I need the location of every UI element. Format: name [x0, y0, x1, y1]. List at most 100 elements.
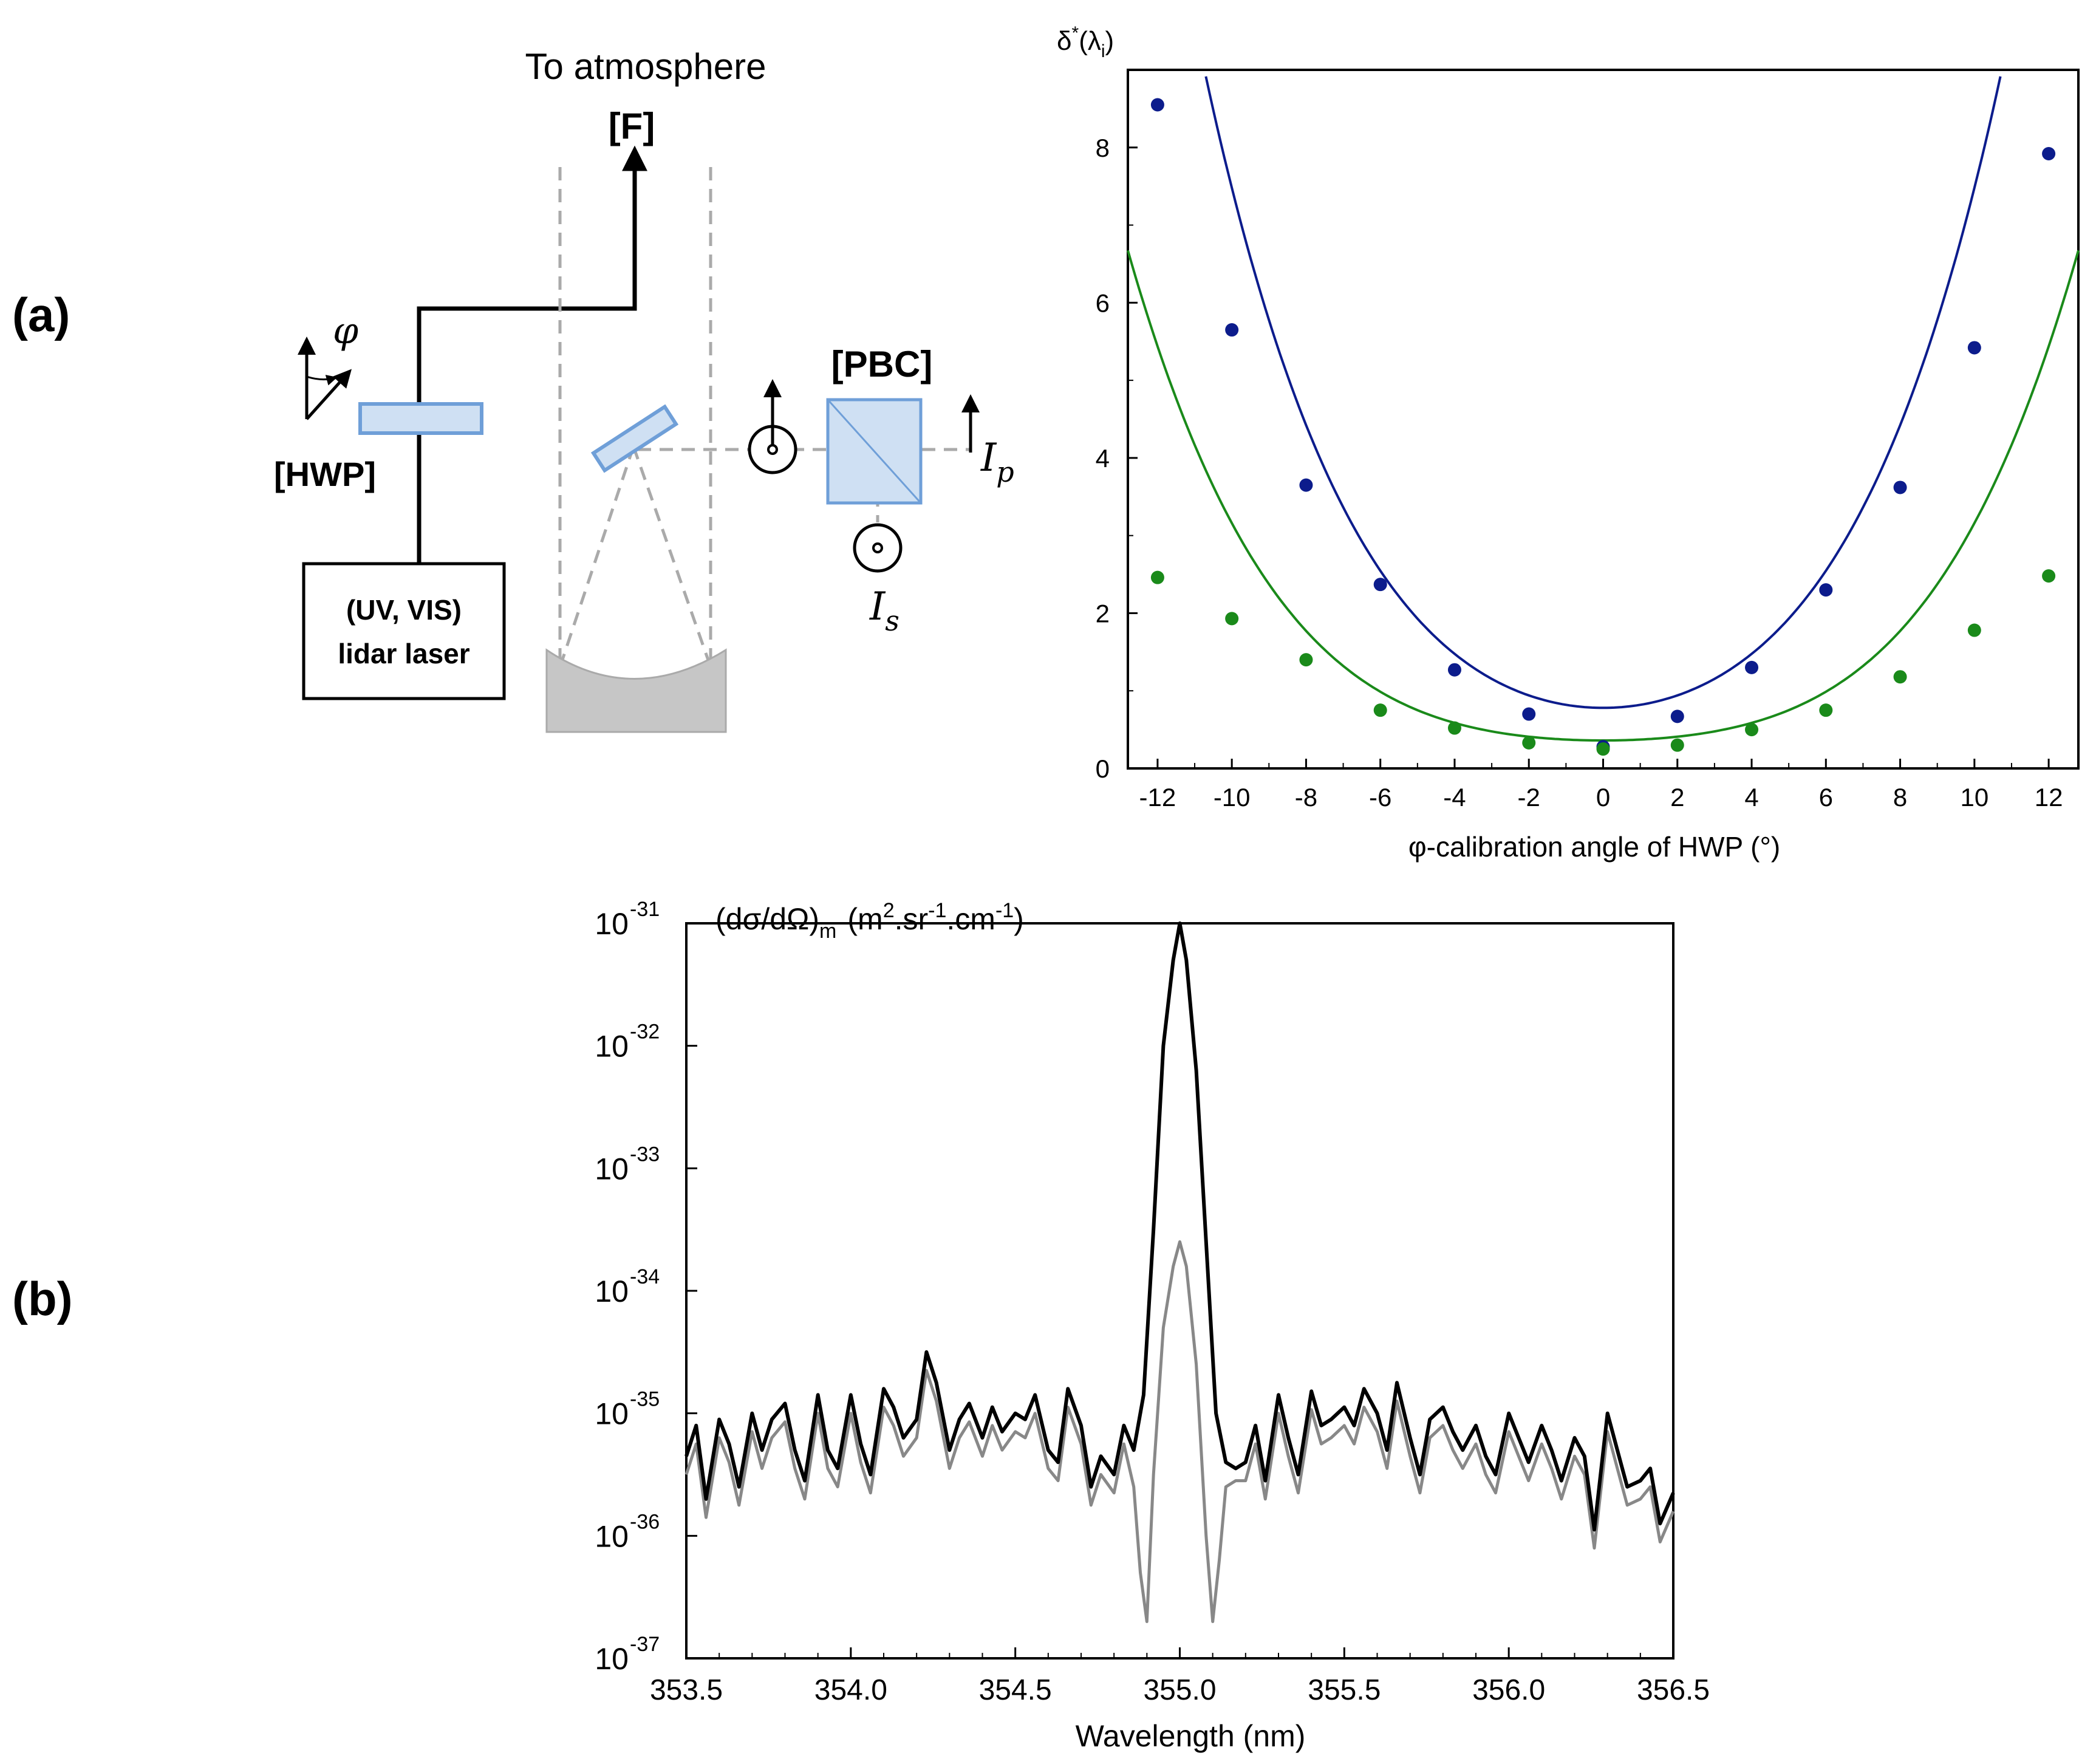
spectrum-line-gray — [684, 1240, 1675, 1623]
top-ylabel-main: δ — [1057, 26, 1072, 56]
data-point-green — [1596, 742, 1610, 756]
to-atmosphere-label: To atmosphere — [525, 46, 766, 87]
bottom-ylabel-main: (dσ/dΩ) — [715, 902, 819, 936]
bottom-y-tick-base: 10 — [595, 1274, 629, 1308]
top-y-tick-label: 0 — [1096, 754, 1110, 783]
lidar-laser-box — [302, 562, 506, 700]
laser-label-line1: (UV, VIS) — [346, 594, 462, 626]
bottom-x-tick-label: 355.0 — [1143, 1674, 1216, 1706]
data-point-green — [1225, 612, 1239, 626]
top-ylabel-close: ) — [1105, 26, 1115, 56]
top-y-tick-label: 4 — [1096, 444, 1110, 473]
bottom-x-ticks: 353.5 354.0 354.5 355.0 355.5 356.0 356.5 — [650, 1647, 1710, 1706]
bottom-y-tick-base: 10 — [595, 1397, 629, 1431]
bottom-x-tick-label: 354.0 — [814, 1674, 887, 1706]
bottom-y-tick-exponent: -36 — [630, 1510, 660, 1533]
data-point-green — [1522, 736, 1536, 750]
top-y-ticks: 0 2 4 6 8 — [1096, 69, 1138, 783]
top-x-axis-label: φ-calibration angle of HWP (°) — [1408, 831, 1780, 863]
optical-diagram: To atmosphere [F] (UV, VIS) lidar laser … — [274, 46, 1014, 733]
data-point-green — [1893, 670, 1907, 684]
bottom-y-tick-label: 10 — [595, 907, 629, 941]
phi-symbol: φ — [333, 310, 358, 352]
data-point-green — [1967, 623, 1981, 637]
data-point-green — [1299, 653, 1313, 667]
top-x-tick-label: 4 — [1744, 783, 1758, 812]
top-x-tick-label: -10 — [1214, 783, 1251, 812]
top-plot-frame — [1127, 69, 2080, 770]
bottom-ylabel-units-2: .sr — [895, 902, 929, 936]
chart-top: -12 -10 -8 -6 -4 -2 0 2 4 6 8 10 12 0 2 4 6 8 δ*(λi) φ-c… — [1057, 23, 2080, 863]
polarization-symbol-parallel — [748, 379, 797, 474]
data-point-blue — [1373, 578, 1387, 592]
data-point-blue — [1447, 663, 1461, 677]
top-x-tick-label: 10 — [1960, 783, 1988, 812]
hwp-label: [HWP] — [274, 455, 376, 493]
is-label-sub: s — [885, 604, 900, 637]
bottom-y-tick-label: 10 — [595, 1152, 629, 1186]
top-x-tick-label: 12 — [2035, 783, 2063, 812]
data-point-blue — [1893, 480, 1907, 494]
data-point-green — [1670, 738, 1684, 752]
pbc-label: [PBC] — [831, 344, 933, 385]
top-ylabel-sub: i — [1101, 41, 1105, 61]
top-y-tick-label: 2 — [1096, 599, 1110, 627]
bottom-y-tick-base: 10 — [595, 1030, 629, 1064]
data-point-green — [2042, 569, 2056, 583]
data-point-blue — [1967, 341, 1981, 355]
bottom-y-tick-label: 10 — [595, 1030, 629, 1064]
bottom-x-tick-label: 355.5 — [1308, 1674, 1381, 1706]
top-x-tick-label: -4 — [1443, 783, 1466, 812]
ip-label: Ip — [980, 436, 1014, 488]
data-point-blue — [1150, 98, 1164, 112]
bottom-y-axis-label: (dσ/dΩ)m (m2.sr-1.cm-1) — [715, 899, 1024, 943]
data-point-blue — [1225, 323, 1239, 337]
panel-label-a: (a) — [12, 288, 70, 341]
data-point-green — [1819, 703, 1833, 717]
bottom-x-tick-label: 354.5 — [979, 1674, 1052, 1706]
bottom-y-tick-exponent: -37 — [630, 1633, 660, 1656]
bottom-y-tick-base: 10 — [595, 1152, 629, 1186]
ip-label-sub: p — [996, 456, 1014, 488]
bottom-ylabel-units-3: .cm — [946, 902, 995, 936]
top-x-tick-label: 2 — [1670, 783, 1684, 812]
is-label-main: I — [869, 584, 886, 629]
bottom-y-tick-exponent: -32 — [630, 1020, 660, 1044]
bottom-y-tick-label: 10 — [595, 1274, 629, 1308]
top-data-points — [1150, 98, 2056, 756]
top-x-tick-label: -2 — [1518, 783, 1540, 812]
top-x-tick-label: 0 — [1596, 783, 1610, 812]
bottom-x-tick-label: 353.5 — [650, 1674, 723, 1706]
top-x-ticks: -12 -10 -8 -6 -4 -2 0 2 4 6 8 10 12 — [1139, 759, 2063, 812]
f-label: [F] — [609, 106, 655, 146]
top-ylabel-sup: * — [1072, 23, 1079, 43]
is-label: Is — [869, 584, 900, 637]
beam-path — [417, 145, 647, 564]
data-point-green — [1447, 721, 1461, 735]
fit-curve-blue — [1204, 76, 2002, 709]
panel-label-b: (b) — [12, 1272, 73, 1325]
bottom-ylabel-supm1b: -1 — [995, 899, 1014, 922]
top-x-tick-label: -12 — [1139, 783, 1176, 812]
data-point-blue — [1819, 583, 1833, 597]
hwp-plate — [358, 402, 483, 435]
secondary-mirror — [590, 404, 679, 473]
data-point-blue — [1299, 478, 1313, 492]
top-x-tick-label: -8 — [1295, 783, 1317, 812]
bottom-x-tick-label: 356.5 — [1637, 1674, 1710, 1706]
bottom-y-tick-base: 10 — [595, 907, 629, 941]
bottom-ylabel-units: (m — [847, 902, 882, 936]
data-point-green — [1373, 703, 1387, 717]
bottom-x-axis-label: Wavelength (nm) — [1076, 1719, 1306, 1753]
bottom-ylabel-supm1a: -1 — [928, 899, 946, 922]
bottom-y-tick-label: 10 — [595, 1642, 629, 1676]
top-x-tick-label: 8 — [1893, 783, 1907, 812]
data-point-green — [1745, 723, 1759, 737]
bottom-y-tick-exponent: -34 — [630, 1265, 660, 1288]
laser-label-line2: lidar laser — [338, 638, 469, 669]
bottom-y-tick-label: 10 — [595, 1519, 629, 1553]
chart-bottom: 353.5 354.0 354.5 355.0 355.5 356.0 356.5 10 -3… — [595, 898, 1710, 1753]
top-y-tick-label: 6 — [1096, 289, 1110, 317]
